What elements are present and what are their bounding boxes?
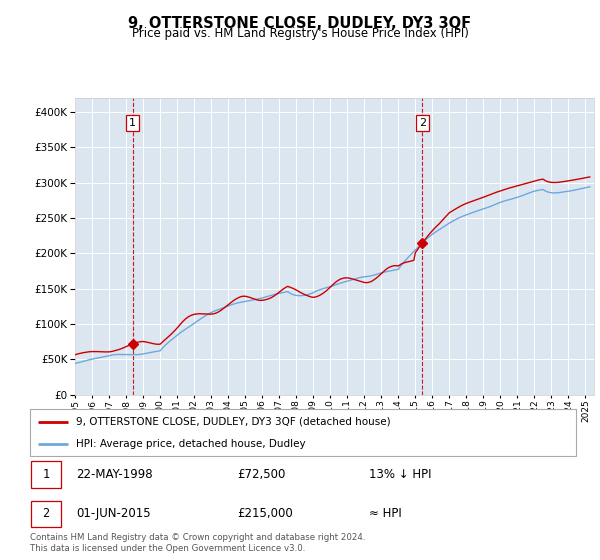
Text: 2: 2: [419, 118, 426, 128]
Text: £72,500: £72,500: [238, 468, 286, 481]
Text: 13% ↓ HPI: 13% ↓ HPI: [368, 468, 431, 481]
Text: ≈ HPI: ≈ HPI: [368, 507, 401, 520]
Bar: [31, 501, 61, 527]
Text: 22-MAY-1998: 22-MAY-1998: [76, 468, 153, 481]
Bar: [31, 461, 61, 488]
Text: 01-JUN-2015: 01-JUN-2015: [76, 507, 151, 520]
Text: 2: 2: [43, 507, 50, 520]
Text: £215,000: £215,000: [238, 507, 293, 520]
Text: 1: 1: [129, 118, 136, 128]
Text: 1: 1: [43, 468, 50, 481]
Text: 9, OTTERSTONE CLOSE, DUDLEY, DY3 3QF: 9, OTTERSTONE CLOSE, DUDLEY, DY3 3QF: [128, 16, 472, 31]
Text: Contains HM Land Registry data © Crown copyright and database right 2024.
This d: Contains HM Land Registry data © Crown c…: [30, 533, 365, 553]
Text: 9, OTTERSTONE CLOSE, DUDLEY, DY3 3QF (detached house): 9, OTTERSTONE CLOSE, DUDLEY, DY3 3QF (de…: [76, 417, 391, 427]
Text: Price paid vs. HM Land Registry's House Price Index (HPI): Price paid vs. HM Land Registry's House …: [131, 27, 469, 40]
Text: HPI: Average price, detached house, Dudley: HPI: Average price, detached house, Dudl…: [76, 438, 306, 449]
